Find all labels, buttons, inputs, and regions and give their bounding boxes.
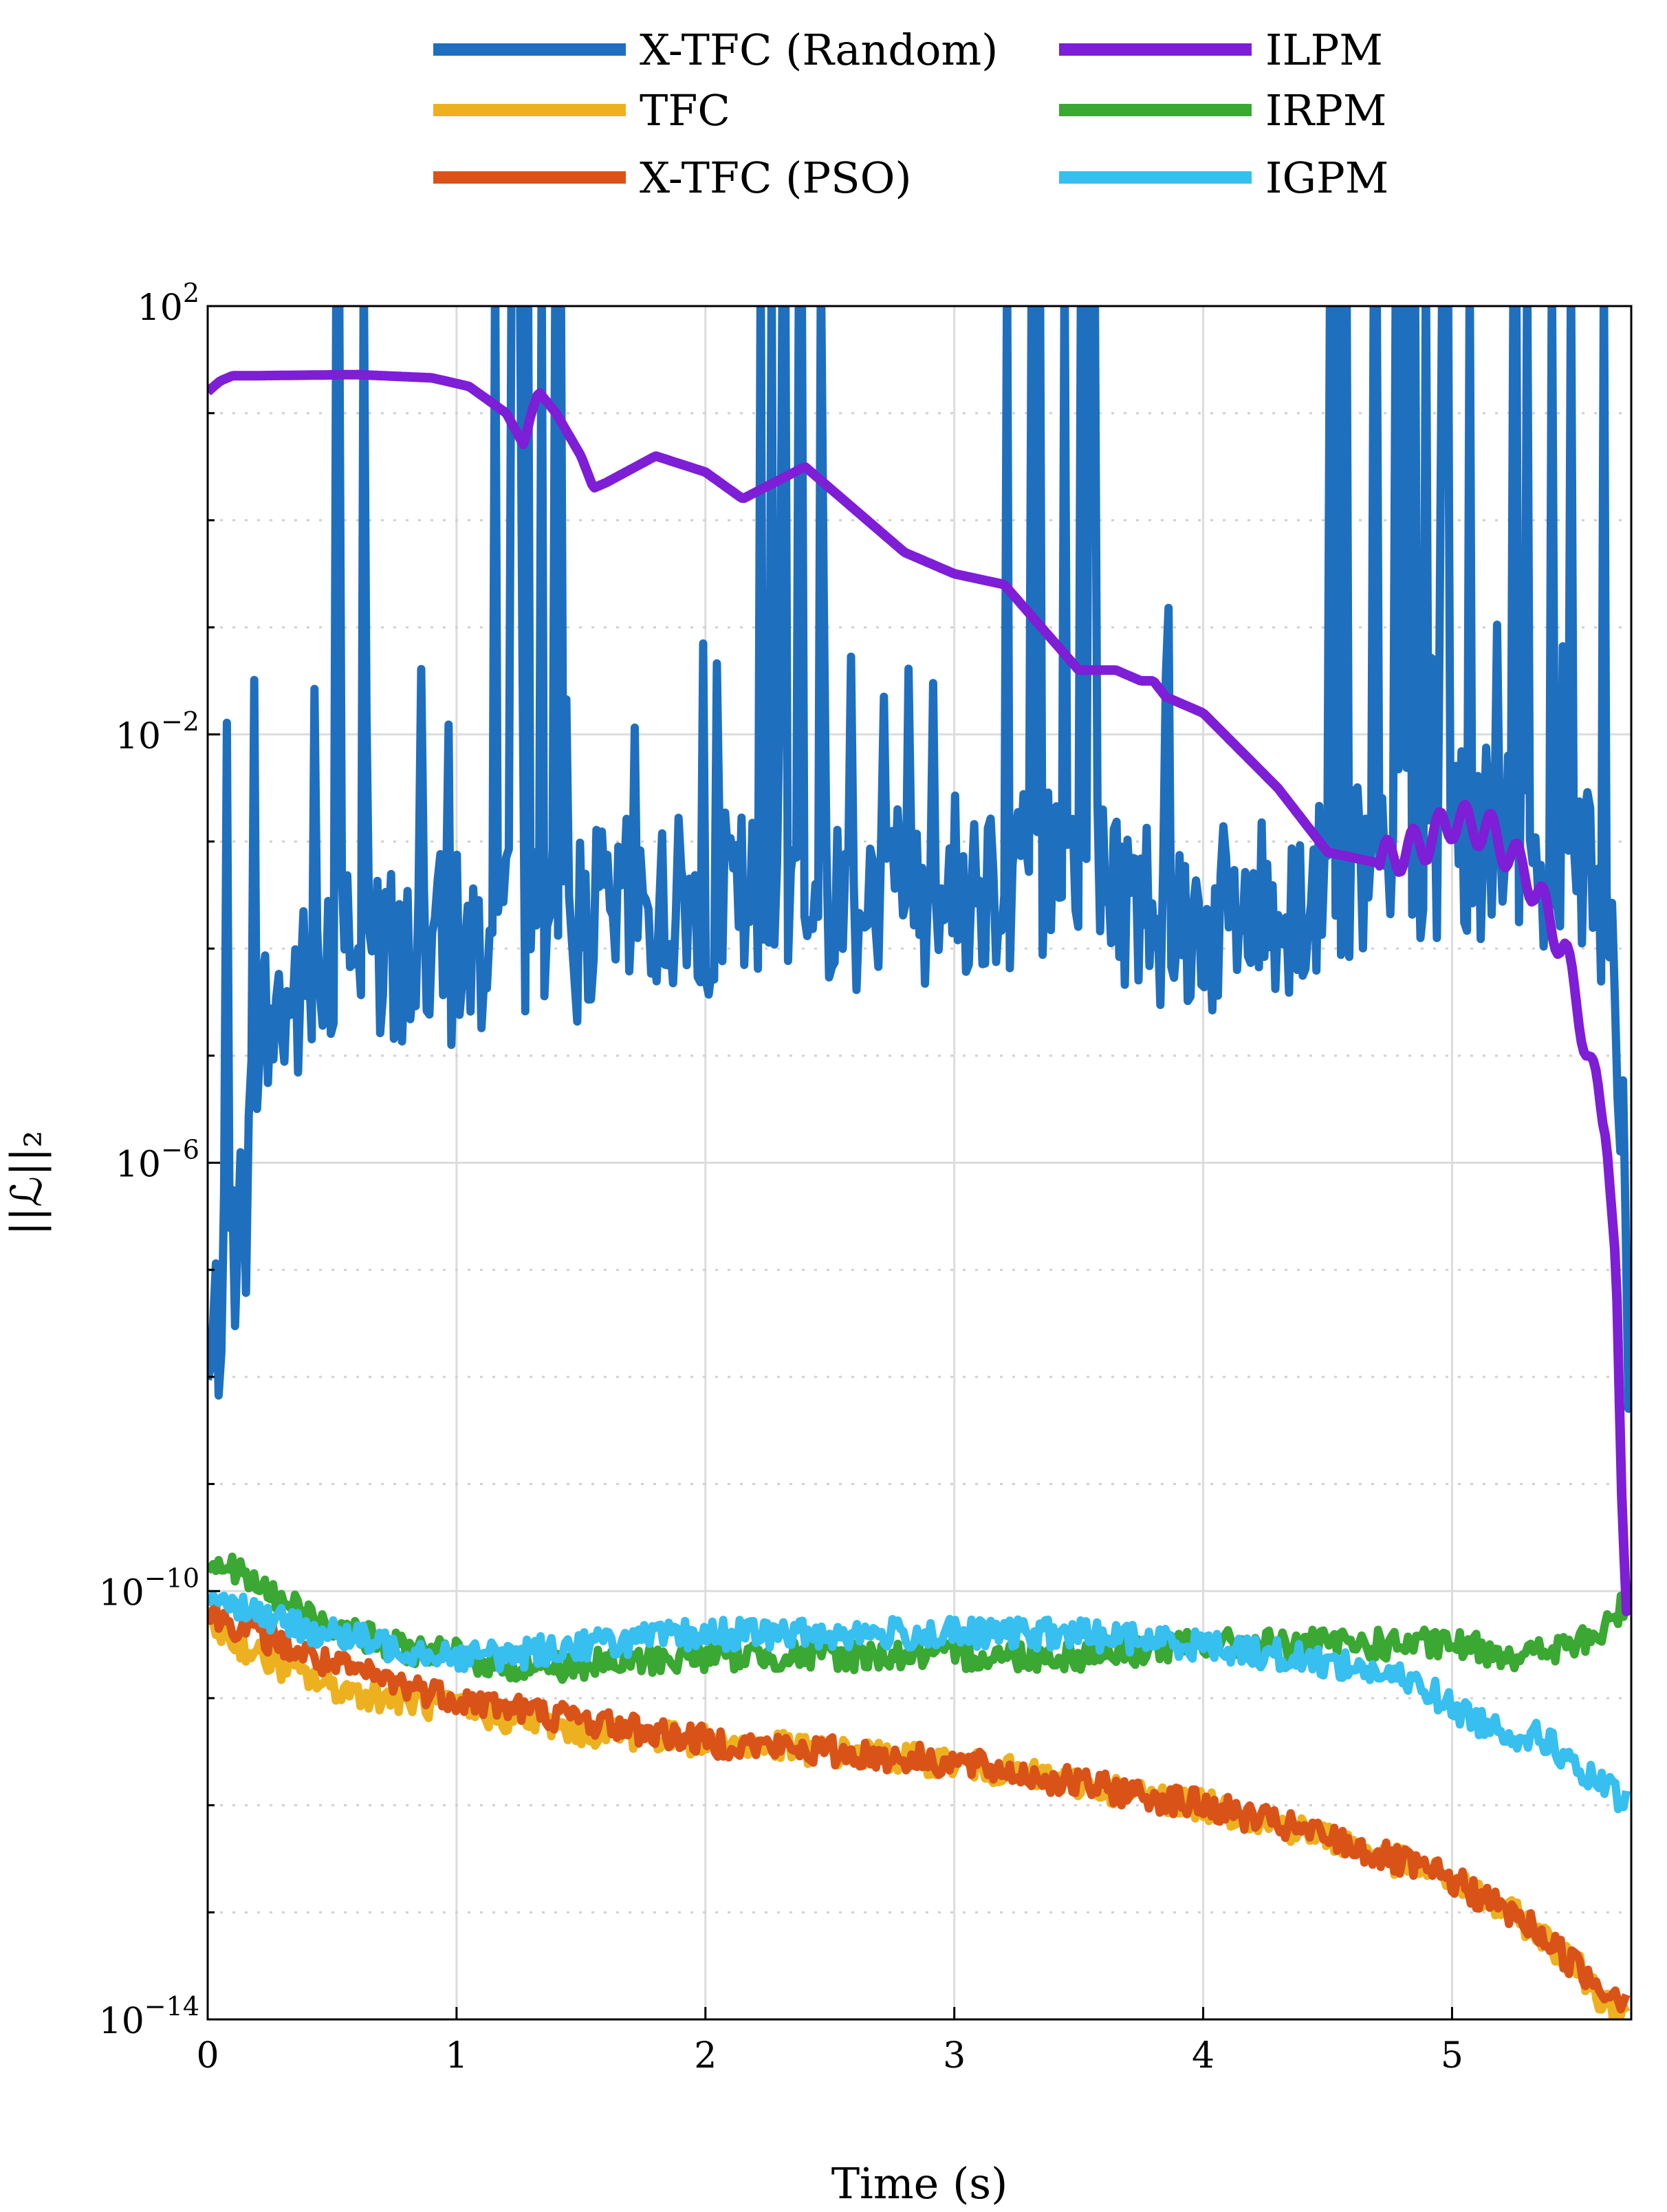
legend: X-TFC (Random) TFC X-TFC (PSO) ILPM IRPM IGPM [433, 25, 1388, 203]
y-tick-label: 10−14 [99, 1991, 199, 2042]
y-axis-label: ||ℒ||₂ [1, 1130, 52, 1235]
series-line-igpm [208, 1590, 1631, 1814]
axis-ticks [206, 305, 1453, 2021]
series-line-ilpm [208, 369, 1631, 1616]
x-tick-label: 2 [694, 2035, 717, 2077]
x-tick-label: 0 [196, 2035, 219, 2077]
y-tick-label: 10−10 [99, 1563, 199, 1614]
y-tick-label: 102 [138, 278, 199, 329]
x-tick-label: 5 [1441, 2035, 1463, 2077]
x-axis-label: Time (s) [831, 2158, 1008, 2209]
tick-labels: 0 1 2 3 4 5 102 10−2 10−6 10−10 10−14 [99, 278, 1463, 2077]
series-line-x-tfc-random [208, 306, 1631, 1413]
series-line-x-tfc-pso [208, 1601, 1631, 2014]
legend-label: IRPM [1265, 85, 1386, 135]
legend-label: TFC [640, 85, 730, 135]
legend-label: X-TFC (Random) [640, 25, 998, 75]
series-layer [208, 306, 1631, 2019]
legend-label: X-TFC (PSO) [640, 153, 912, 203]
legend-label: ILPM [1265, 25, 1383, 75]
y-tick-label: 10−2 [116, 706, 199, 757]
x-tick-label: 1 [445, 2035, 468, 2077]
x-tick-label: 3 [943, 2035, 966, 2077]
y-tick-label: 10−6 [116, 1135, 199, 1186]
x-tick-label: 4 [1192, 2035, 1214, 2077]
legend-label: IGPM [1265, 153, 1388, 203]
